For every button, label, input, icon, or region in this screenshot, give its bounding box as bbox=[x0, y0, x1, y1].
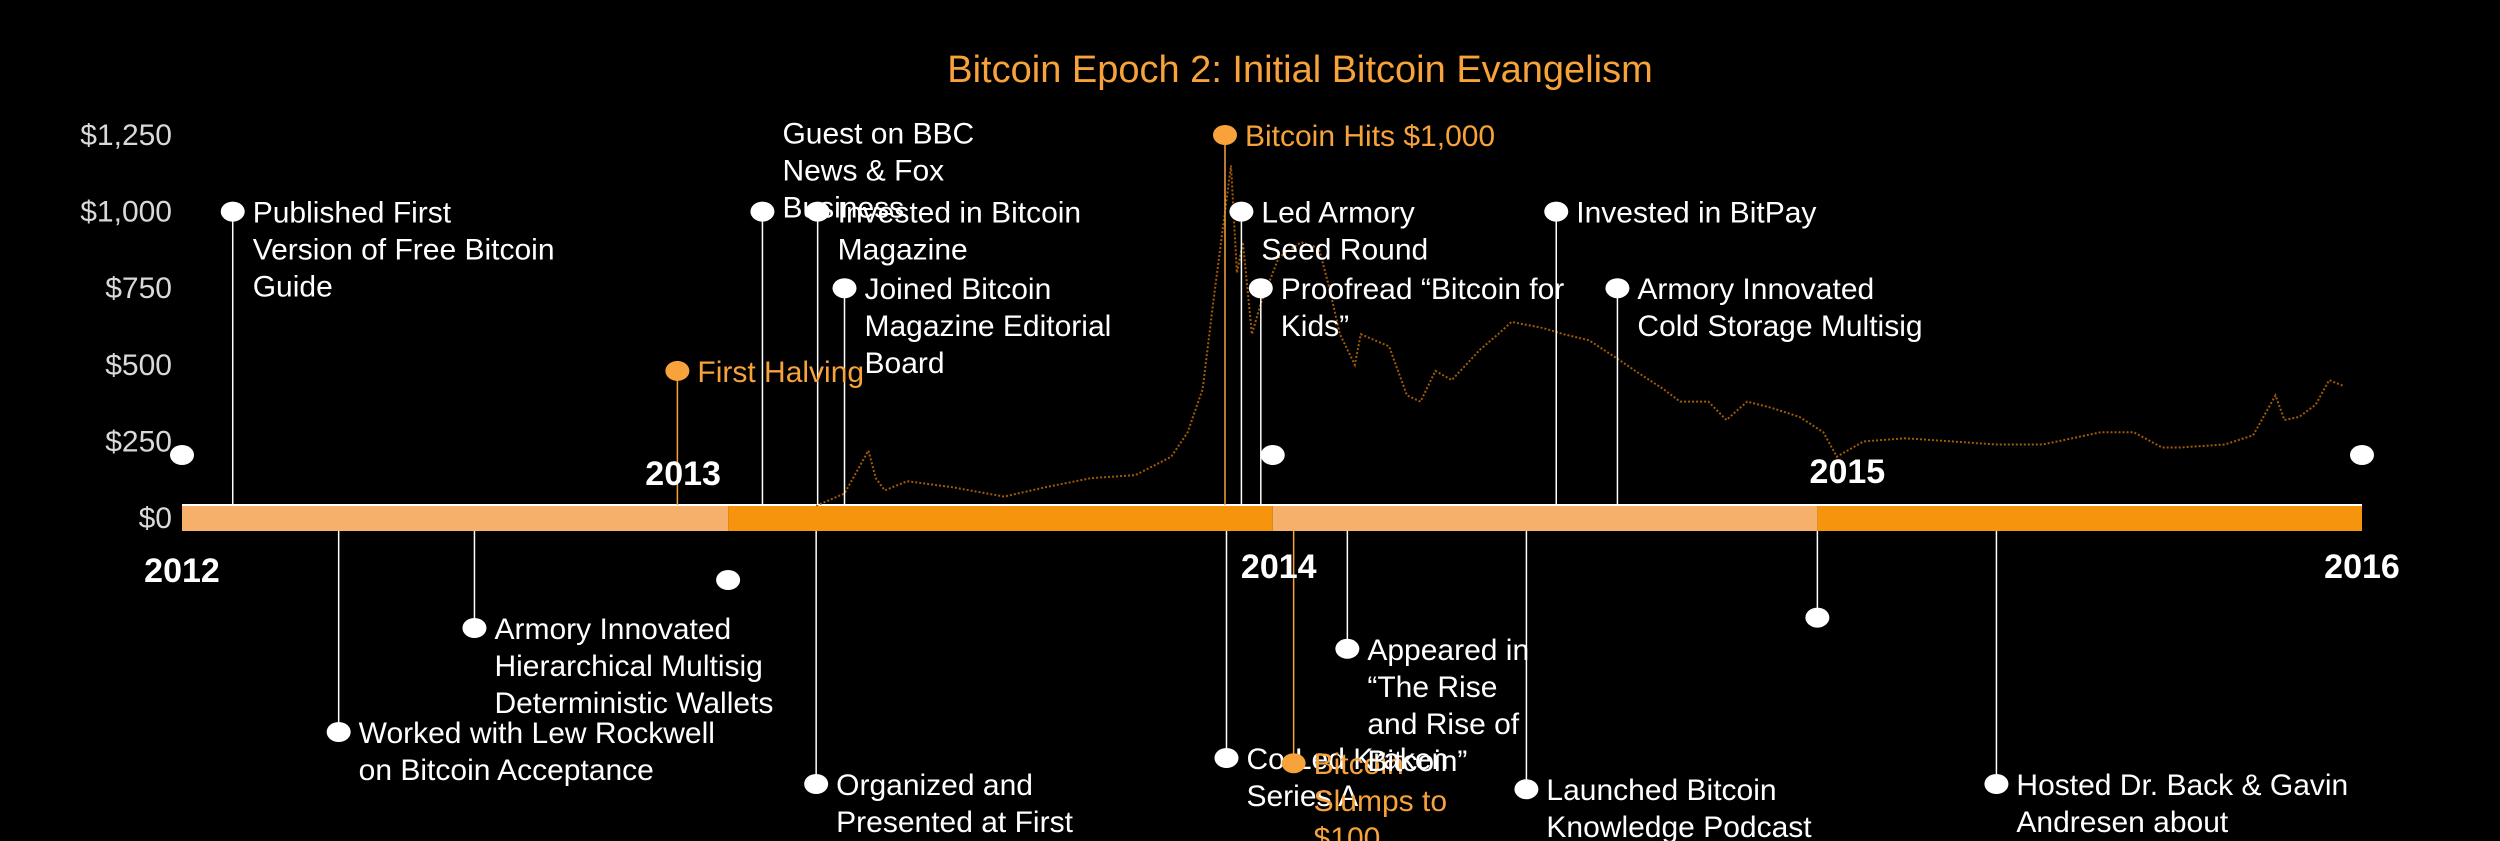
event-label: Joined Bitcoin Magazine Editorial Board bbox=[865, 273, 1112, 380]
event-marker bbox=[832, 278, 857, 299]
timeline-bar-segment bbox=[182, 505, 729, 531]
event-marker bbox=[1260, 445, 1285, 465]
event-marker bbox=[170, 445, 194, 465]
event-marker bbox=[1212, 125, 1237, 145]
y-tick-label: $750 bbox=[105, 272, 172, 305]
event-label: Guest on BBC News & Fox Business bbox=[782, 118, 974, 225]
event-label: Co-Led Kraken Series A bbox=[1246, 743, 1448, 813]
event-marker bbox=[1248, 278, 1273, 299]
event-marker bbox=[326, 722, 351, 742]
timeline-bar-segment bbox=[728, 505, 1273, 531]
year-label: 2014 bbox=[1241, 548, 1317, 586]
y-tick-label: $1,250 bbox=[80, 119, 172, 152]
event-label: First Halving bbox=[697, 356, 864, 389]
year-label: 2015 bbox=[1810, 453, 1886, 491]
event-marker bbox=[1544, 201, 1569, 222]
event-marker bbox=[805, 201, 830, 222]
event-marker bbox=[220, 201, 245, 222]
event-label: Invested in BitPay bbox=[1576, 197, 1816, 230]
event-label: Appeared in “The Rise and Rise of Bitcoin” bbox=[1367, 634, 1529, 778]
y-tick-label: $250 bbox=[105, 425, 172, 458]
event-label: Published First Version of Free Bitcoin Gu… bbox=[253, 197, 555, 304]
year-label: 2012 bbox=[144, 552, 220, 590]
event-marker bbox=[804, 774, 829, 794]
price-series-line bbox=[815, 165, 2345, 507]
event-marker bbox=[1514, 779, 1539, 800]
y-tick-label: $1,000 bbox=[80, 196, 172, 229]
event-marker bbox=[2350, 445, 2374, 465]
event-label: Led Armory Seed Round bbox=[1261, 197, 1428, 267]
event-marker bbox=[1605, 278, 1630, 299]
chart-title: Bitcoin Epoch 2: Initial Bitcoin Evangel… bbox=[947, 49, 1652, 91]
event-label: Armory Innovated Hierarchical Multisig Det… bbox=[494, 613, 773, 720]
event-marker bbox=[665, 360, 690, 381]
event-marker bbox=[750, 201, 775, 222]
event-marker bbox=[1335, 638, 1360, 659]
event-label: Armory Innovated Cold Storage Multisig bbox=[1637, 273, 1922, 343]
event-label: Invested in Bitcoin Magazine bbox=[838, 197, 1081, 267]
event-label: Bitcoin Hits $1,000 bbox=[1245, 120, 1495, 153]
year-label: 2013 bbox=[645, 455, 721, 493]
year-label: 2016 bbox=[2324, 548, 2400, 586]
event-marker bbox=[1805, 607, 1830, 628]
event-marker bbox=[462, 618, 487, 638]
event-marker bbox=[1281, 753, 1306, 774]
event-marker bbox=[1229, 201, 1254, 222]
y-tick-label: $0 bbox=[139, 502, 172, 535]
event-label: Worked with Lew Rockwell on Bitcoin Accep… bbox=[359, 717, 715, 787]
event-label: Bitcoin Slumps to $100 bbox=[1314, 748, 1447, 841]
event-marker bbox=[1984, 774, 2009, 794]
y-tick-label: $500 bbox=[105, 349, 172, 382]
event-marker bbox=[716, 570, 741, 590]
timeline-bar-segment bbox=[1817, 505, 2362, 531]
timeline-bar-segment bbox=[1272, 505, 1818, 531]
event-label: Proofread “Bitcoin for Kids” bbox=[1281, 273, 1564, 343]
event-label: Launched Bitcoin Knowledge Podcast bbox=[1546, 774, 1812, 841]
event-marker bbox=[1214, 748, 1239, 768]
